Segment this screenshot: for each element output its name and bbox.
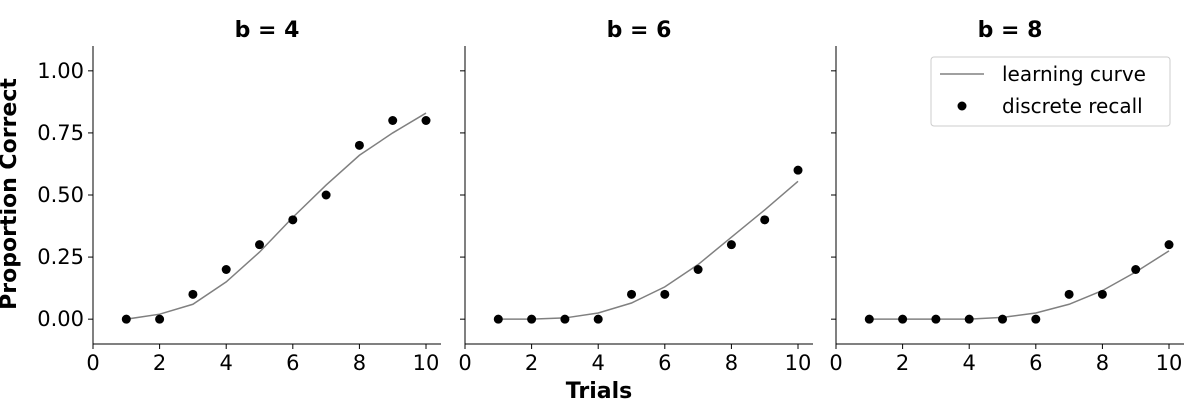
legend-box bbox=[930, 56, 1171, 127]
x-tick-label: 10 bbox=[785, 351, 812, 375]
x-tick-label: 8 bbox=[353, 351, 366, 375]
recall-point bbox=[864, 314, 874, 324]
recall-point bbox=[221, 265, 231, 274]
recall-point bbox=[493, 314, 503, 324]
recall-point bbox=[898, 314, 908, 324]
recall-point bbox=[527, 314, 537, 324]
y-tick-label: 0.00 bbox=[37, 307, 84, 331]
recall-point bbox=[627, 289, 637, 299]
x-tick-label: 0 bbox=[829, 351, 842, 375]
recall-point bbox=[188, 289, 198, 299]
recall-point bbox=[388, 116, 398, 125]
recall-point bbox=[726, 240, 736, 250]
recall-point bbox=[1064, 289, 1074, 299]
panel-b4: b = 4 0 2 4 6 8 10 0.00 0.25 0.50 0.75 1.00 bbox=[37, 18, 441, 375]
legend: learning curve discrete recall bbox=[930, 56, 1171, 127]
recall-point bbox=[155, 314, 165, 324]
y-tick-label: 0.50 bbox=[37, 183, 84, 207]
x-tick-label: 6 bbox=[286, 351, 299, 375]
recall-point bbox=[121, 314, 131, 324]
x-tick-label: 0 bbox=[458, 351, 471, 375]
y-axis-title: Proportion Correct bbox=[0, 78, 22, 310]
recall-point bbox=[998, 314, 1008, 324]
recall-point bbox=[1097, 289, 1107, 299]
recall-point bbox=[1031, 314, 1041, 324]
x-tick-label: 6 bbox=[1029, 351, 1042, 375]
legend-label: learning curve bbox=[1002, 62, 1146, 86]
legend-point-swatch bbox=[957, 101, 967, 111]
recall-point bbox=[560, 314, 570, 324]
recall-point bbox=[964, 314, 974, 324]
recall-point bbox=[660, 289, 670, 299]
x-tick-label: 0 bbox=[86, 351, 99, 375]
panel-title: b = 6 bbox=[607, 18, 672, 43]
x-tick-label: 8 bbox=[1096, 351, 1109, 375]
y-tick-label: 0.25 bbox=[37, 245, 84, 269]
x-tick-label: 10 bbox=[1156, 351, 1183, 375]
x-tick-label: 8 bbox=[725, 351, 738, 375]
panel-title: b = 4 bbox=[235, 18, 300, 43]
x-tick-label: 2 bbox=[896, 351, 909, 375]
recall-point bbox=[354, 140, 364, 150]
x-tick-label: 4 bbox=[592, 351, 605, 375]
x-axis-title: Trials bbox=[566, 379, 632, 400]
learning-curve-line bbox=[498, 180, 799, 320]
panel-b6: b = 6 0 2 4 6 8 10 bbox=[458, 18, 813, 375]
recall-point bbox=[288, 215, 298, 225]
recall-point bbox=[321, 190, 331, 200]
y-tick-label: 0.75 bbox=[37, 121, 84, 145]
panel-b8: b = 8 0 2 4 6 8 10 learning curve discrete recal… bbox=[829, 18, 1184, 375]
recall-point bbox=[1164, 240, 1174, 250]
x-tick-label: 4 bbox=[220, 351, 233, 375]
panel-title: b = 8 bbox=[978, 18, 1043, 43]
x-tick-label: 2 bbox=[525, 351, 538, 375]
recall-point bbox=[693, 265, 703, 274]
x-tick-label: 6 bbox=[658, 351, 671, 375]
learning-curve-line bbox=[126, 112, 427, 320]
recall-point bbox=[760, 215, 770, 225]
x-tick-label: 4 bbox=[963, 351, 976, 375]
x-tick-label: 10 bbox=[413, 351, 440, 375]
x-tick-label: 2 bbox=[153, 351, 166, 375]
recall-point bbox=[793, 165, 803, 175]
recall-point bbox=[593, 314, 603, 324]
recall-point bbox=[421, 116, 431, 125]
recall-point bbox=[931, 314, 941, 324]
y-tick-label: 1.00 bbox=[37, 59, 84, 83]
recall-point bbox=[255, 240, 265, 250]
legend-label: discrete recall bbox=[1002, 94, 1143, 118]
learning-curve-line bbox=[869, 250, 1170, 320]
recall-point bbox=[1131, 265, 1141, 274]
